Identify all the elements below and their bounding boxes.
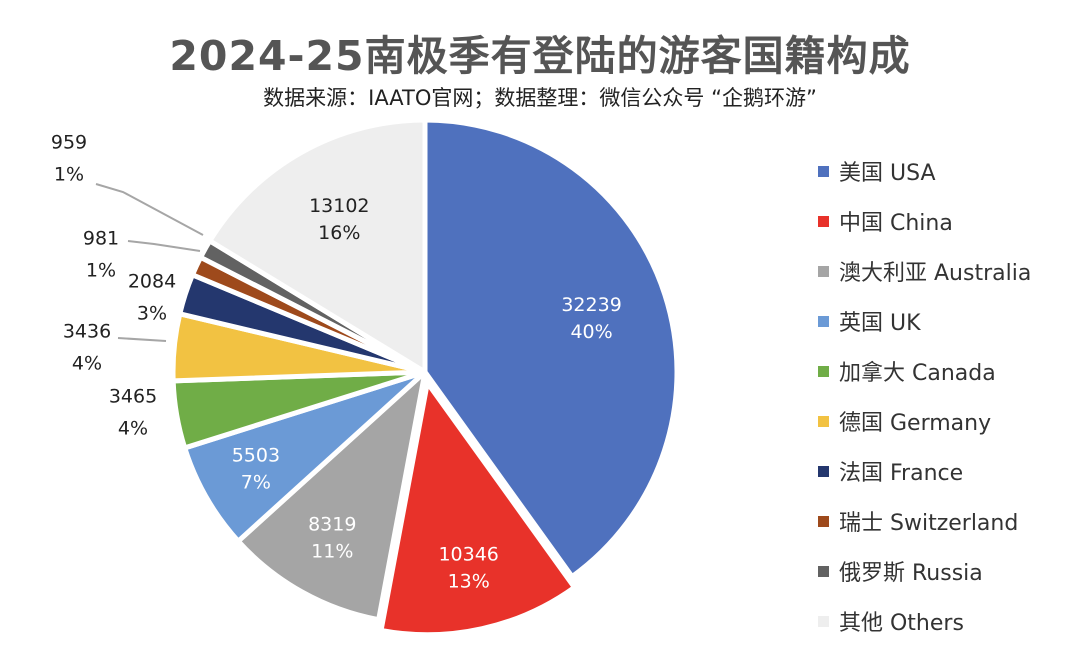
legend-label: 瑞士 Switzerland: [839, 511, 1019, 536]
legend-label: 德国 Germany: [839, 411, 992, 436]
data-label-percent-uk: 7%: [241, 472, 271, 494]
data-label-value-switzerland: 981: [83, 228, 119, 250]
legend-swatch: [818, 615, 829, 627]
legend-label: 其他 Others: [839, 611, 964, 636]
legend-item: 加拿大 Canada: [818, 346, 1031, 396]
leader-line-russia: [95, 183, 204, 236]
legend-label: 英国 UK: [839, 311, 921, 336]
pie-slice-australia: [235, 369, 428, 623]
chart-title: 2024-25南极季有登陆的游客国籍构成: [169, 32, 911, 80]
data-label-percent-others: 16%: [318, 222, 360, 244]
legend-label: 俄罗斯 Russia: [839, 561, 983, 586]
pie-slice-china: [378, 380, 577, 638]
legend-label: 中国 China: [839, 211, 953, 236]
data-label-percent-canada: 4%: [118, 418, 148, 440]
legend-swatch: [818, 315, 829, 327]
data-label-value-usa: 32239: [561, 294, 621, 316]
legend-item: 法国 France: [818, 446, 1031, 496]
legend-item: 其他 Others: [818, 596, 1031, 646]
legend-item: 中国 China: [818, 196, 1031, 246]
legend-label: 澳大利亚 Australia: [839, 261, 1032, 286]
legend-item: 俄罗斯 Russia: [818, 546, 1031, 596]
leader-line-germany: [117, 337, 167, 342]
legend-swatch: [818, 415, 829, 427]
legend-swatch: [818, 565, 829, 577]
legend-item: 德国 Germany: [818, 396, 1031, 446]
pie-slice-usa: [422, 117, 680, 580]
data-label-value-russia: 959: [51, 132, 87, 154]
data-label-value-canada: 3465: [109, 386, 157, 408]
legend-swatch: [818, 265, 829, 277]
data-label-value-germany: 3436: [63, 321, 111, 343]
legend-swatch: [818, 215, 829, 227]
data-label-percent-russia: 1%: [54, 164, 84, 186]
data-label-value-others: 13102: [309, 195, 369, 217]
data-label-value-china: 10346: [438, 544, 498, 566]
chart-subtitle: 数据来源：IAATO官网；数据整理：微信公众号 “企鹅环游”: [263, 86, 817, 110]
legend-item: 澳大利亚 Australia: [818, 246, 1031, 296]
legend-item: 美国 USA: [818, 146, 1031, 196]
legend-swatch: [818, 165, 829, 177]
data-label-percent-germany: 4%: [72, 353, 102, 375]
legend-label: 加拿大 Canada: [839, 361, 996, 386]
legend-label: 法国 France: [839, 461, 964, 486]
data-label-value-france: 2084: [128, 271, 176, 293]
pie-slice-others: [207, 117, 428, 375]
data-label-percent-switzerland: 1%: [86, 260, 116, 282]
data-label-percent-china: 13%: [448, 571, 490, 593]
leader-line-switzerland: [127, 240, 201, 252]
legend-item: 瑞士 Switzerland: [818, 496, 1031, 546]
legend-item: 英国 UK: [818, 296, 1031, 346]
data-label-value-australia: 8319: [308, 513, 356, 535]
legend-label: 美国 USA: [839, 161, 936, 186]
data-label-value-uk: 5503: [232, 445, 280, 467]
legend: 美国 USA 中国 China 澳大利亚 Australia 英国 UK 加拿大 Can…: [818, 146, 1031, 646]
data-label-percent-australia: 11%: [311, 540, 353, 562]
legend-swatch: [818, 465, 829, 477]
data-label-percent-france: 3%: [137, 303, 167, 325]
legend-swatch: [818, 515, 829, 527]
data-label-percent-usa: 40%: [570, 321, 612, 343]
legend-swatch: [818, 365, 829, 377]
